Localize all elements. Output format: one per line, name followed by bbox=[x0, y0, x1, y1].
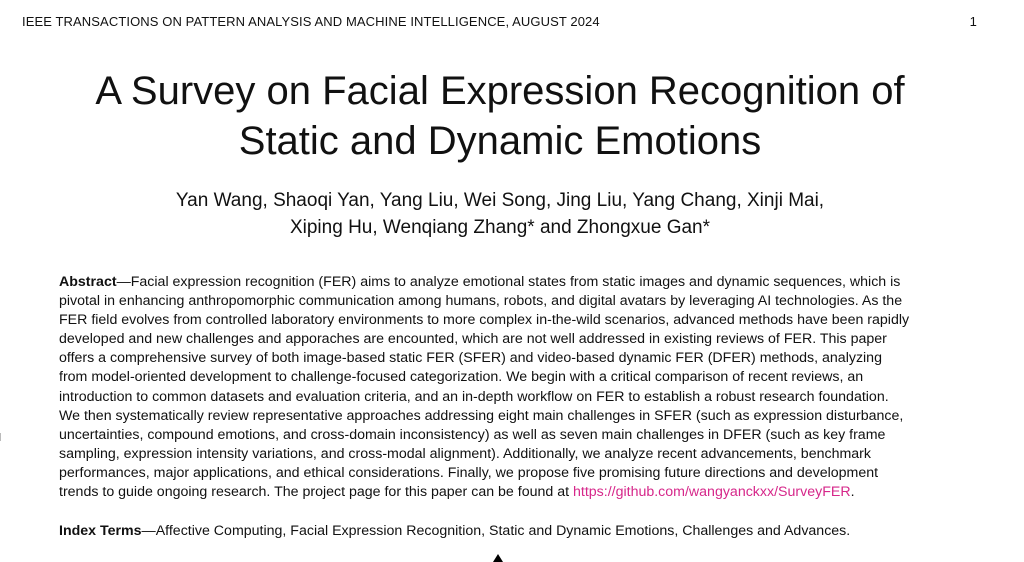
abstract-text: performances, major applications, and et… bbox=[59, 464, 879, 481]
index-terms: Index Terms—Affective Computing, Facial … bbox=[59, 523, 850, 539]
abstract-text: offers a comprehensive survey of both im… bbox=[59, 350, 882, 367]
abstract-text: introduction to common datasets and eval… bbox=[59, 388, 889, 405]
edge-mark bbox=[0, 433, 1, 441]
authors-line: Yan Wang, Shaoqi Yan, Yang Liu, Wei Song… bbox=[175, 190, 825, 211]
abstract-text: We then systematically review representa… bbox=[59, 407, 904, 424]
title-line: Static and Dynamic Emotions bbox=[238, 119, 762, 163]
authors-line: Xiping Hu, Wenqiang Zhang* and Zhongxue … bbox=[289, 217, 711, 238]
abstract: Abstract—Facial expression recognition (… bbox=[59, 273, 909, 502]
abstract-text: developed and new challenges and apporac… bbox=[59, 331, 887, 348]
abstract-text: —Facial expression recognition (FER) aim… bbox=[116, 274, 901, 290]
abstract-end: . bbox=[850, 484, 855, 501]
page-number: 1 bbox=[969, 14, 977, 29]
mouse-cursor-icon bbox=[493, 554, 503, 562]
project-page-link[interactable]: https://github.com/wangyanckxx/SurveyFER bbox=[573, 484, 851, 501]
abstract-text: from model-oriented development to chall… bbox=[59, 369, 864, 386]
journal-header: IEEE TRANSACTIONS ON PATTERN ANALYSIS AN… bbox=[22, 14, 600, 29]
title-line: A Survey on Facial Expression Recognitio… bbox=[95, 69, 905, 113]
index-terms-label: Index Terms bbox=[59, 523, 142, 539]
paper-title: A Survey on Facial Expression Recognitio… bbox=[0, 66, 1000, 166]
abstract-text: pivotal in enhancing anthropomorphic com… bbox=[59, 293, 903, 310]
index-terms-text: —Affective Computing, Facial Expression … bbox=[141, 523, 851, 539]
abstract-text: sampling, expression intensity variation… bbox=[59, 445, 871, 462]
abstract-label: Abstract bbox=[59, 274, 117, 290]
abstract-text: trends to guide ongoing research. The pr… bbox=[59, 484, 573, 501]
author-list: Yan Wang, Shaoqi Yan, Yang Liu, Wei Song… bbox=[0, 187, 1000, 241]
abstract-text: FER field evolves from controlled labora… bbox=[59, 312, 910, 329]
abstract-text: uncertainties, compound emotions, and cr… bbox=[59, 426, 886, 443]
